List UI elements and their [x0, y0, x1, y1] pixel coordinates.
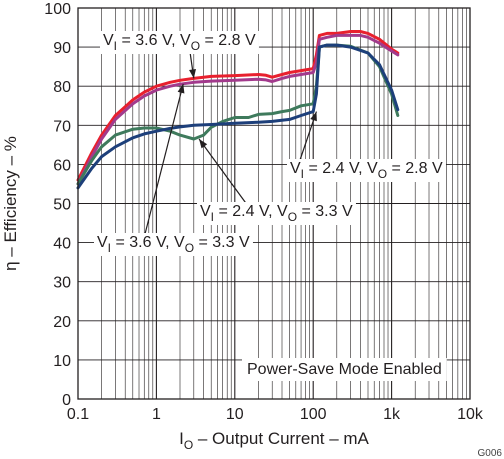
x-tick-label: 10k: [457, 406, 484, 423]
x-tick-label: 0.1: [67, 406, 89, 423]
x-axis-title-main: I: [179, 429, 184, 448]
y-tick-label: 40: [53, 236, 71, 253]
x-tick-label: 10: [226, 406, 244, 423]
x-axis-title-rest: – Output Current – mA: [193, 429, 369, 448]
grid: [78, 8, 470, 399]
x-axis-title-sub: O: [184, 438, 193, 452]
y-tick-label: 30: [53, 275, 71, 292]
annotation-label-a3: VI = 2.4 V, VO = 3.3 V: [200, 203, 353, 224]
annotation-arrowhead-a3: [199, 138, 208, 149]
annotation-bg-a3: [197, 202, 356, 225]
annotation-label-a4: VI = 3.6 V, VO = 3.3 V: [97, 234, 250, 255]
series-layer: [76, 30, 400, 190]
y-tick-label: 80: [53, 79, 71, 96]
annotation-bg-a2: [287, 159, 446, 182]
annotation-arrowhead-a1: [189, 68, 196, 79]
x-tick-label: 100: [300, 406, 327, 423]
mode-note: Power-Save Mode Enabled: [247, 361, 442, 378]
tick-labels: 0 10 20 30 40 50 60 70 80 90 100 0.1 1 10 100 1k 10k: [44, 1, 484, 423]
mode-note-bg: [242, 358, 447, 381]
y-tick-label: 20: [53, 314, 71, 331]
y-tick-label: 90: [53, 40, 71, 57]
series-line-s36_28: [76, 30, 400, 182]
annotation-leader-a4: [144, 83, 184, 235]
y-tick-label: 10: [53, 353, 71, 370]
x-axis-title: IO – Output Current – mA: [179, 429, 369, 452]
annotation-label-a1: VI = 3.6 V, VO = 2.8 V: [103, 32, 256, 53]
annotation-arrowhead-a4: [177, 83, 185, 94]
y-axis-title: η – Efficiency – %: [1, 136, 20, 271]
series-line-s36_33: [76, 33, 400, 186]
annotation-leader-a3: [198, 138, 249, 207]
x-tick-label: 1: [152, 406, 161, 423]
y-tick-label: 60: [53, 157, 71, 174]
annotation-bg-a1: [100, 31, 259, 54]
y-tick-label: 50: [53, 197, 71, 214]
y-tick-label: 0: [62, 392, 71, 409]
annotation-label-a2: VI = 2.4 V, VO = 2.8 V: [290, 160, 443, 181]
x-tick-label: 1k: [383, 406, 401, 423]
annotation-arrowhead-a2: [310, 111, 317, 122]
figure-id: G006: [478, 448, 503, 459]
plot-frame: [77, 7, 471, 400]
series-line-s24_28: [76, 43, 400, 190]
y-tick-label: 100: [44, 1, 71, 18]
annotation-bg-a4: [94, 233, 253, 256]
y-tick-label: 70: [53, 118, 71, 135]
labels-layer: VI = 3.6 V, VO = 2.8 V VI = 2.4 V, VO = 2…: [94, 31, 447, 381]
